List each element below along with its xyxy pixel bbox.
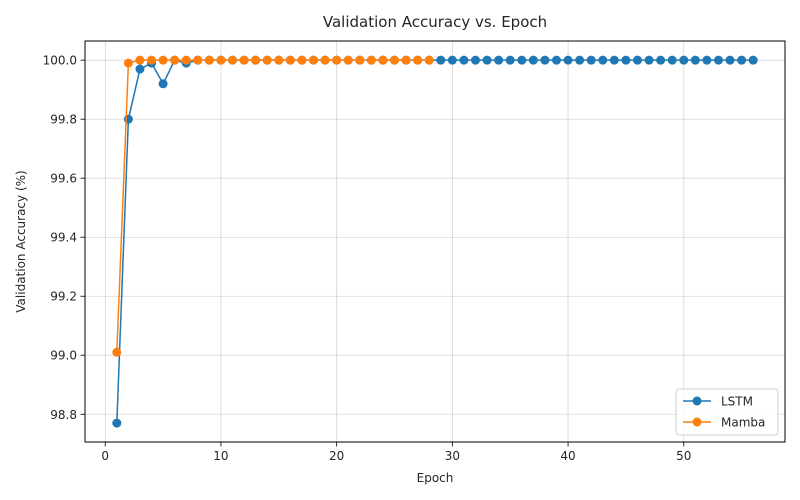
data-point-mamba bbox=[181, 55, 191, 65]
chart-title: Validation Accuracy vs. Epoch bbox=[323, 13, 547, 31]
data-point-mamba bbox=[413, 55, 423, 65]
data-point-mamba bbox=[355, 55, 365, 65]
legend-item-lstm: LSTM bbox=[683, 395, 753, 409]
x-tick-label: 30 bbox=[445, 449, 460, 463]
data-point-lstm bbox=[632, 55, 642, 65]
y-axis-title: Validation Accuracy (%) bbox=[14, 170, 28, 312]
y-tick-label: 99.8 bbox=[50, 113, 77, 127]
data-point-lstm bbox=[517, 55, 527, 65]
legend: LSTM Mamba bbox=[675, 388, 779, 436]
data-point-lstm bbox=[482, 55, 492, 65]
data-point-lstm bbox=[575, 55, 585, 65]
data-point-lstm bbox=[123, 114, 133, 124]
data-point-mamba bbox=[135, 55, 145, 65]
data-point-mamba bbox=[112, 347, 122, 357]
data-point-lstm bbox=[586, 55, 596, 65]
data-point-mamba bbox=[390, 55, 400, 65]
data-point-mamba bbox=[378, 55, 388, 65]
x-tick-label: 50 bbox=[676, 449, 691, 463]
data-point-mamba bbox=[239, 55, 249, 65]
data-point-lstm bbox=[748, 55, 758, 65]
data-point-mamba bbox=[204, 55, 214, 65]
data-point-mamba bbox=[366, 55, 376, 65]
data-point-mamba bbox=[228, 55, 238, 65]
data-point-lstm bbox=[598, 55, 608, 65]
data-point-mamba bbox=[401, 55, 411, 65]
data-point-mamba bbox=[320, 55, 330, 65]
data-point-lstm bbox=[158, 79, 168, 89]
data-point-lstm bbox=[667, 55, 677, 65]
y-tick-label: 100.0 bbox=[43, 54, 77, 68]
data-point-mamba bbox=[297, 55, 307, 65]
x-tick-label: 10 bbox=[213, 449, 228, 463]
data-point-mamba bbox=[216, 55, 226, 65]
data-point-mamba bbox=[285, 55, 295, 65]
y-tick-label: 99.4 bbox=[50, 231, 77, 245]
legend-item-mamba: Mamba bbox=[683, 416, 765, 430]
data-point-lstm bbox=[563, 55, 573, 65]
data-point-lstm bbox=[679, 55, 689, 65]
x-tick-label: 40 bbox=[560, 449, 575, 463]
data-point-mamba bbox=[147, 55, 157, 65]
data-point-lstm bbox=[609, 55, 619, 65]
data-point-mamba bbox=[262, 55, 272, 65]
data-point-lstm bbox=[436, 55, 446, 65]
data-point-mamba bbox=[274, 55, 284, 65]
legend-label: Mamba bbox=[721, 416, 765, 430]
plot-frame bbox=[84, 40, 786, 443]
data-point-mamba bbox=[158, 55, 168, 65]
x-tick-label: 0 bbox=[101, 449, 109, 463]
legend-swatch-marker bbox=[692, 396, 702, 406]
data-point-lstm bbox=[540, 55, 550, 65]
data-point-lstm bbox=[737, 55, 747, 65]
data-point-lstm bbox=[644, 55, 654, 65]
data-point-mamba bbox=[123, 58, 133, 68]
data-point-lstm bbox=[690, 55, 700, 65]
ticks: 0 10 20 30 40 50 98.8 99.0 99.2 99.4 99.6 99.8 100.0 bbox=[43, 54, 692, 463]
data-point-mamba bbox=[309, 55, 319, 65]
data-point-lstm bbox=[112, 418, 122, 428]
data-point-lstm bbox=[505, 55, 515, 65]
series-mamba bbox=[112, 55, 434, 357]
legend-swatch-marker bbox=[692, 417, 702, 427]
data-point-mamba bbox=[170, 55, 180, 65]
data-point-mamba bbox=[424, 55, 434, 65]
data-point-mamba bbox=[332, 55, 342, 65]
y-tick-label: 98.8 bbox=[50, 408, 77, 422]
data-point-mamba bbox=[343, 55, 353, 65]
x-axis-title: Epoch bbox=[417, 471, 454, 485]
data-point-lstm bbox=[494, 55, 504, 65]
data-point-lstm bbox=[551, 55, 561, 65]
data-point-lstm bbox=[528, 55, 538, 65]
y-tick-label: 99.2 bbox=[50, 290, 77, 304]
data-point-lstm bbox=[656, 55, 666, 65]
data-point-lstm bbox=[470, 55, 480, 65]
data-point-lstm bbox=[725, 55, 735, 65]
series-layer bbox=[112, 55, 758, 428]
data-point-lstm bbox=[702, 55, 712, 65]
data-point-lstm bbox=[447, 55, 457, 65]
data-point-lstm bbox=[713, 55, 723, 65]
y-tick-label: 99.0 bbox=[50, 349, 77, 363]
data-point-lstm bbox=[459, 55, 469, 65]
grid bbox=[85, 41, 785, 442]
data-point-lstm bbox=[621, 55, 631, 65]
x-tick-label: 20 bbox=[329, 449, 344, 463]
data-point-mamba bbox=[193, 55, 203, 65]
y-tick-label: 99.6 bbox=[50, 172, 77, 186]
data-point-lstm bbox=[135, 64, 145, 74]
legend-label: LSTM bbox=[721, 395, 753, 409]
data-point-mamba bbox=[251, 55, 261, 65]
series-line-mamba bbox=[116, 59, 430, 353]
